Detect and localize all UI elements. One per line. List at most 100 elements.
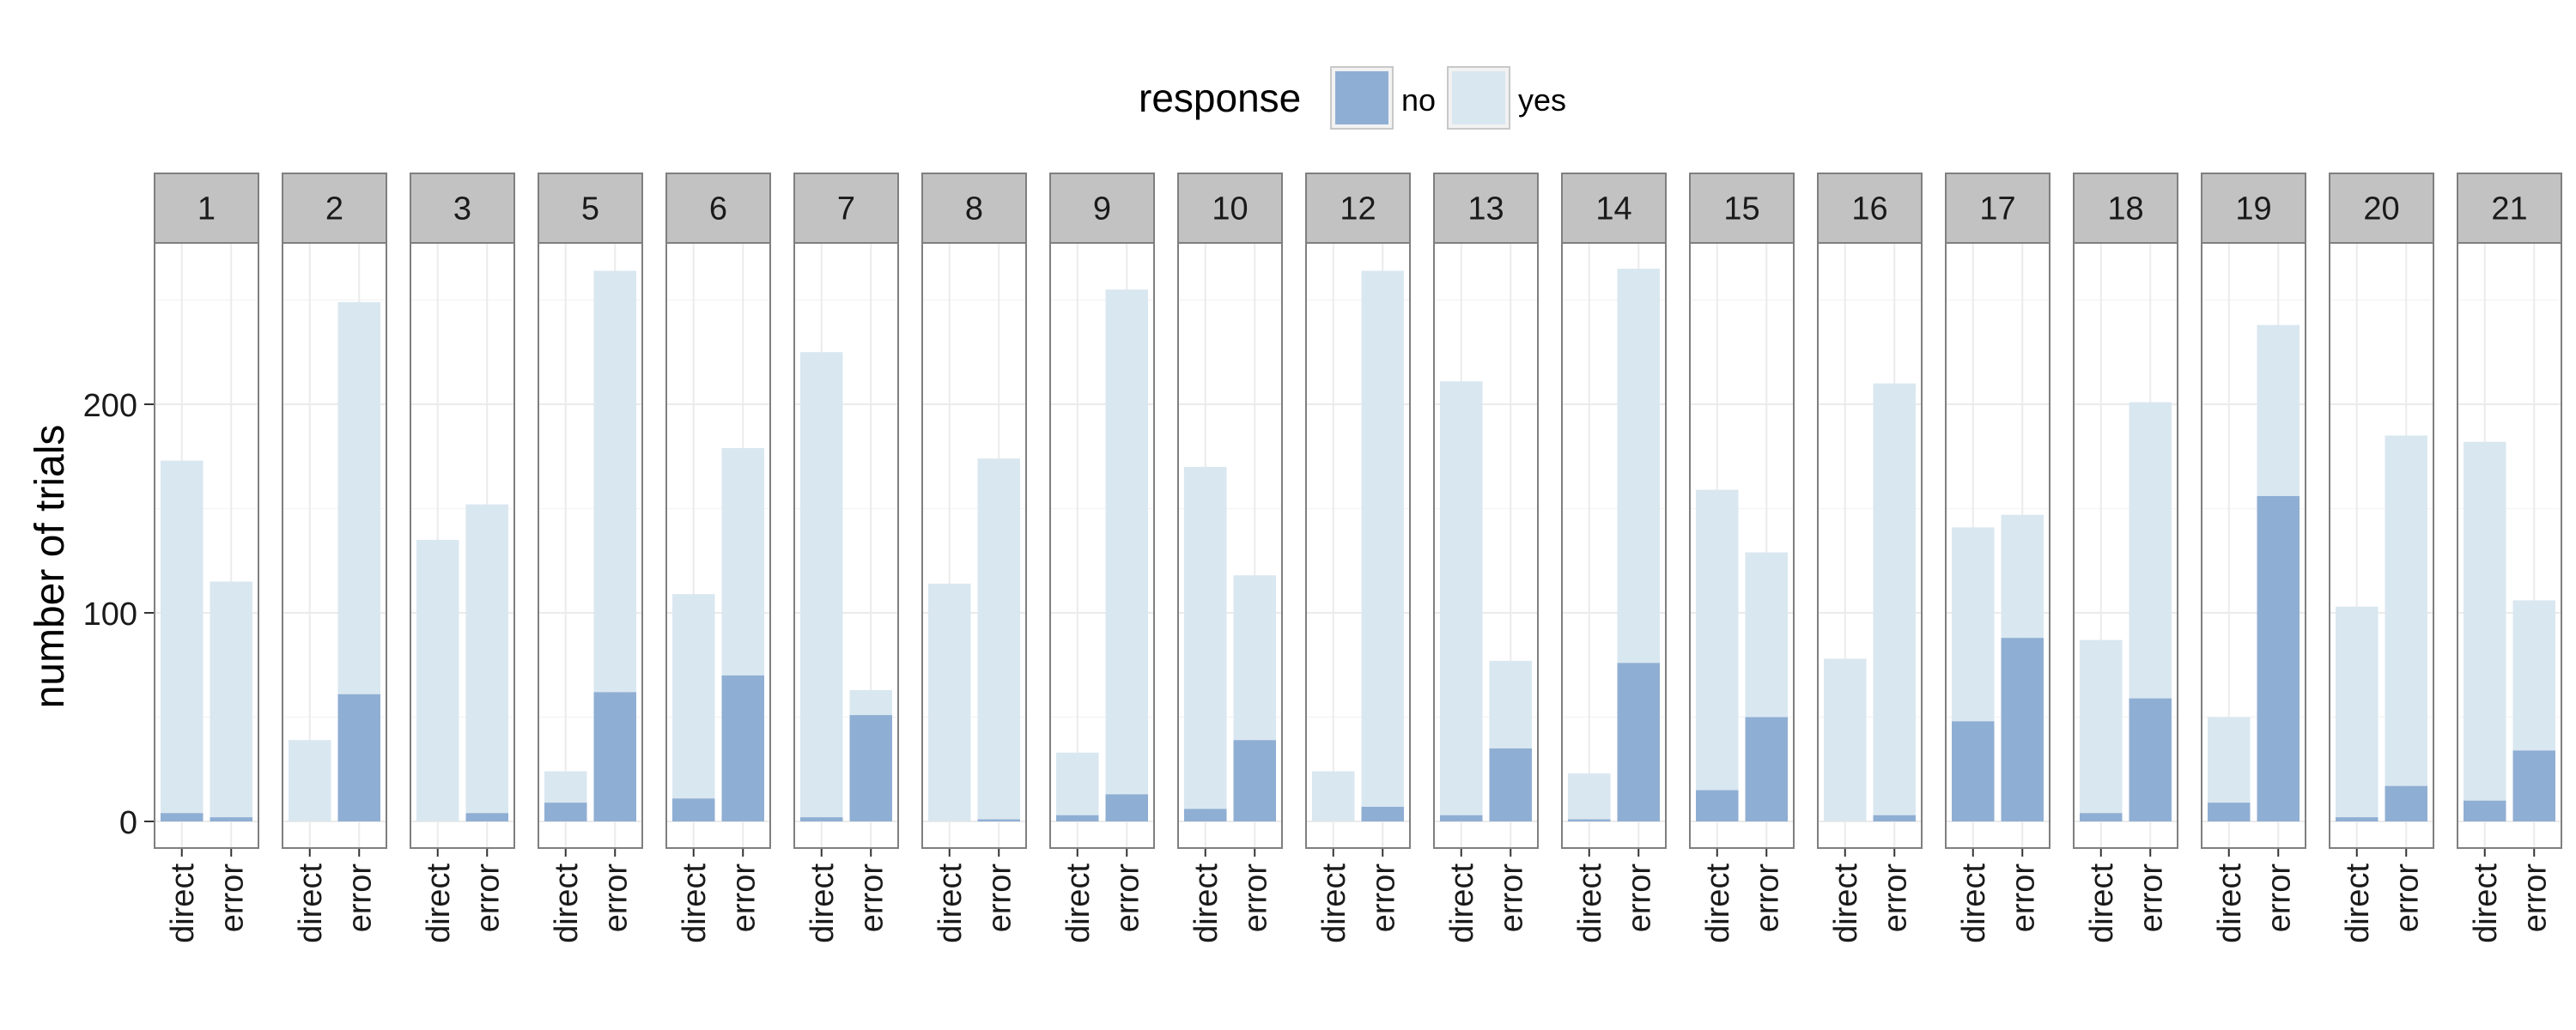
bar-yes-3-direct (416, 539, 459, 821)
facet-panel-19: 19 direct error (2201, 173, 2306, 943)
bar-no-10-direct (1184, 809, 1227, 821)
x-tick-label: error (2133, 863, 2169, 933)
y-axis: 0 100 200 (83, 388, 155, 841)
bar-yes-7-error (849, 689, 892, 716)
x-tick-label: direct (1316, 863, 1352, 943)
facet-strip (793, 173, 899, 244)
bar-yes-10-direct (1184, 466, 1227, 809)
bar-no-6-direct (672, 798, 715, 821)
facet-panel-2: 2 direct error (282, 173, 387, 943)
facet-strip (1817, 173, 1923, 244)
bar-yes-13-direct (1440, 381, 1483, 815)
facet-strip (2073, 173, 2178, 244)
facet-strip (2457, 173, 2562, 244)
bar-no-1-direct (161, 813, 204, 821)
bar-yes-6-error (721, 448, 764, 676)
bar-yes-6-direct (672, 594, 715, 799)
facet-panel-border (2073, 242, 2178, 849)
bar-no-8-error (977, 819, 1020, 821)
facet-strip-label: 5 (581, 191, 599, 227)
bar-no-14-error (1617, 663, 1660, 821)
x-tick-label: error (470, 863, 506, 933)
bar-yes-7-direct (800, 352, 843, 818)
y-axis-title: number of trials (27, 425, 73, 709)
facet-panel-13: 13 direct error (1433, 173, 1539, 943)
bar-no-1-error (210, 817, 252, 821)
facet-panel-17: 17 direct error (1945, 173, 2050, 943)
x-tick-label: direct (2212, 863, 2248, 943)
x-tick-label: direct (293, 863, 329, 943)
facet-strip-label: 15 (1723, 191, 1759, 227)
bar-yes-16-direct (1824, 658, 1867, 821)
facet-strip (154, 173, 259, 244)
bar-no-9-direct (1056, 815, 1099, 821)
bar-yes-13-error (1489, 660, 1532, 748)
y-tick-label: 0 (119, 805, 137, 841)
facet-panel-15: 15 direct error (1689, 173, 1795, 943)
bar-yes-1-error (210, 581, 252, 818)
facet-panel-border (1305, 242, 1411, 849)
bar-no-20-error (2385, 785, 2427, 821)
legend-label-yes: yes (1518, 82, 1566, 118)
facet-panel-border (665, 242, 771, 849)
facet-strip (2329, 173, 2434, 244)
bar-yes-21-error (2512, 600, 2555, 751)
x-tick-label: direct (2084, 863, 2120, 943)
x-tick-label: direct (549, 863, 585, 943)
facet-panel-12: 12 direct error (1305, 173, 1411, 943)
bar-no-5-direct (544, 803, 587, 821)
facet-strip-label: 13 (1467, 191, 1504, 227)
bar-yes-14-error (1617, 269, 1660, 663)
x-tick-label: error (598, 863, 634, 933)
facet-panel-border (1561, 242, 1667, 849)
facet-panel-border (1049, 242, 1155, 849)
facet-panel-16: 16 direct error (1817, 173, 1923, 943)
bar-yes-12-direct (1312, 771, 1355, 821)
bar-yes-2-direct (289, 740, 331, 821)
bar-no-10-error (1233, 740, 1276, 821)
bar-no-20-direct (2336, 817, 2379, 821)
x-tick-label: direct (1700, 863, 1736, 943)
bar-no-5-error (593, 692, 636, 821)
facet-panel-border (1177, 242, 1283, 849)
facet-panel-21: 21 direct error (2457, 173, 2562, 943)
x-tick-label: error (1237, 863, 1273, 933)
x-tick-label: direct (1060, 863, 1097, 943)
bar-yes-17-error (2001, 514, 2044, 639)
facet-panel-border (538, 242, 643, 849)
x-tick-label: direct (805, 863, 841, 943)
facet-strip (538, 173, 643, 244)
facet-strip (1305, 173, 1411, 244)
bar-no-14-direct (1568, 819, 1611, 821)
bar-yes-9-error (1105, 289, 1148, 795)
bar-yes-17-direct (1952, 527, 1995, 722)
bar-no-18-error (2129, 698, 2172, 821)
facet-panel-10: 10 direct error (1177, 173, 1283, 943)
bar-no-6-error (721, 675, 764, 821)
bar-no-9-error (1105, 794, 1148, 821)
facet-panel-1: 1 direct error (154, 173, 259, 943)
bar-yes-10-error (1233, 575, 1276, 741)
bar-no-16-error (1873, 815, 1916, 821)
facet-panel-border (2329, 242, 2434, 849)
bar-no-2-error (337, 694, 380, 821)
facet-panel-border (1817, 242, 1923, 849)
bar-yes-2-error (337, 301, 380, 694)
x-tick-label: direct (1444, 863, 1480, 943)
facet-strip (1561, 173, 1667, 244)
facet-panel-border (2457, 242, 2562, 849)
facet-panel-border (1433, 242, 1539, 849)
y-tick-label: 200 (83, 388, 137, 424)
bar-yes-9-direct (1056, 752, 1099, 815)
facet-strip-label: 19 (2235, 191, 2271, 227)
x-tick-label: error (1493, 863, 1529, 933)
x-tick-label: direct (421, 863, 457, 943)
x-tick-label: error (726, 863, 762, 933)
y-tick-label: 100 (83, 597, 137, 633)
facet-strip (282, 173, 387, 244)
legend: response no yes (1139, 66, 1566, 130)
facet-strip-label: 12 (1340, 191, 1376, 227)
facet-strip-label: 8 (965, 191, 983, 227)
facet-strip (2201, 173, 2306, 244)
